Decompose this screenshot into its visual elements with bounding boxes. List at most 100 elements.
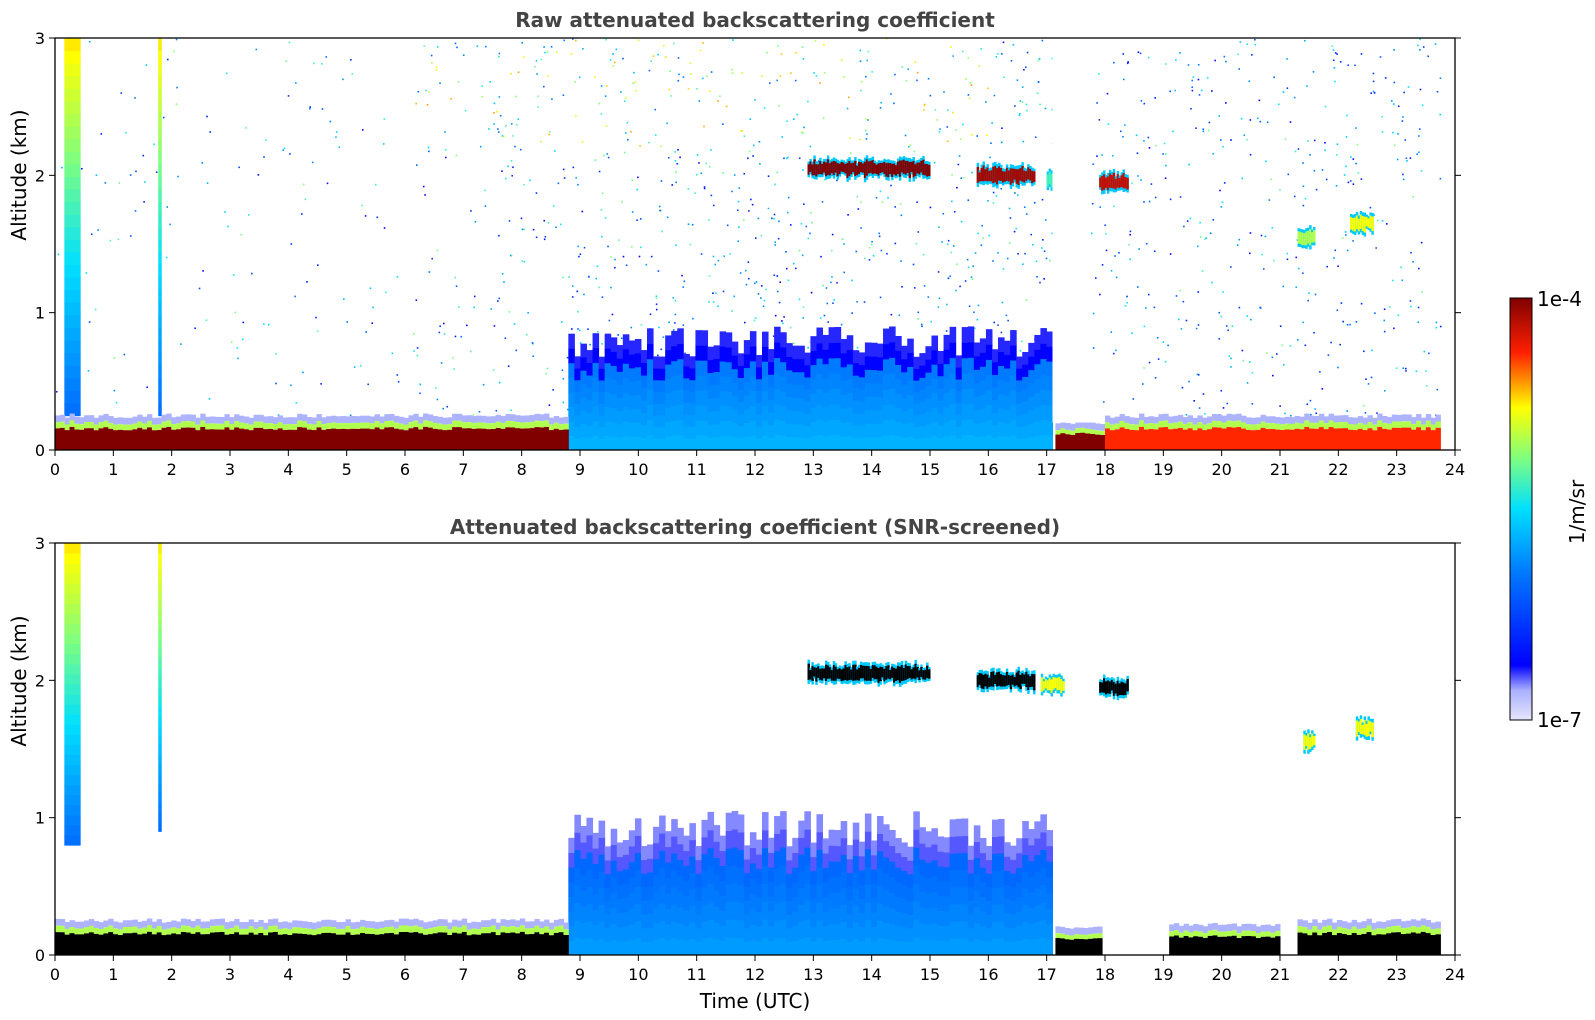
noise-point: [1289, 121, 1292, 123]
x-tick-label: 24: [1445, 965, 1465, 984]
surface-halo: [1080, 420, 1086, 428]
boundary-layer-cell: [870, 854, 878, 870]
noise-point: [1091, 202, 1094, 205]
surface-core: [529, 934, 535, 955]
noise-point: [1336, 309, 1339, 312]
boundary-layer-cell: [762, 829, 769, 849]
noise-point: [1246, 43, 1249, 45]
noise-point: [450, 98, 452, 100]
noise-point: [1192, 76, 1195, 78]
boundary-layer-cell: [889, 829, 896, 847]
noise-point: [664, 56, 667, 58]
boundary-layer-cell: [816, 937, 824, 956]
surface-core: [413, 427, 419, 450]
boundary-layer-cell: [689, 403, 696, 416]
noise-point: [208, 398, 211, 400]
noise-point: [428, 271, 431, 273]
boundary-layer-cell: [586, 903, 594, 922]
surface-edge: [389, 420, 395, 428]
surface-edge: [316, 928, 322, 935]
surface-edge: [268, 423, 274, 429]
noise-point: [703, 187, 706, 190]
noise-point: [712, 255, 715, 258]
surface-halo: [563, 416, 569, 424]
cloud-core: [815, 164, 818, 177]
noise-point: [1169, 253, 1172, 255]
noise-point: [1107, 123, 1110, 126]
boundary-layer-cell: [961, 373, 969, 390]
noise-point: [777, 45, 779, 47]
boundary-layer-cell: [695, 330, 702, 346]
boundary-layer-cell: [622, 911, 630, 927]
boundary-layer-cell: [907, 900, 914, 915]
surface-halo: [1114, 416, 1121, 424]
boundary-layer-cell: [834, 892, 842, 909]
boundary-layer-cell: [925, 877, 932, 894]
cloud-core: [879, 666, 882, 682]
surface-halo: [544, 919, 550, 927]
boundary-layer-cell: [737, 867, 745, 886]
noise-point: [540, 140, 542, 143]
boundary-layer-cell: [973, 355, 981, 370]
boundary-layer-cell: [925, 437, 932, 451]
surface-halo: [316, 414, 322, 421]
surface-core: [1323, 429, 1330, 450]
surface-edge: [108, 422, 114, 429]
boundary-layer-cell: [574, 919, 581, 938]
noise-point: [798, 249, 801, 252]
boundary-layer-cell: [780, 937, 787, 956]
noise-point: [760, 234, 763, 237]
surface-core: [1391, 427, 1398, 450]
surface-edge: [466, 929, 472, 936]
surface-halo: [1202, 417, 1208, 425]
boundary-layer-cell: [604, 406, 612, 422]
surface-edge: [1323, 423, 1330, 430]
surface-halo: [151, 417, 158, 425]
surface-halo: [200, 921, 206, 929]
surface-halo: [1338, 415, 1344, 423]
boundary-layer-cell: [707, 372, 715, 386]
boundary-layer-cell: [774, 403, 781, 420]
noise-point: [552, 389, 555, 391]
surface-edge: [1396, 925, 1402, 933]
noise-point: [951, 174, 953, 176]
boundary-layer-cell: [628, 845, 636, 862]
noise-point: [849, 152, 852, 154]
noise-point: [1099, 206, 1101, 208]
boundary-layer-cell: [731, 937, 739, 956]
boundary-layer-cell: [828, 845, 836, 862]
boundary-layer-cell: [695, 420, 702, 436]
surface-edge: [321, 424, 327, 430]
boundary-layer-cell: [943, 435, 951, 451]
cloud-core: [900, 665, 904, 682]
boundary-layer-cell: [665, 421, 672, 437]
boundary-layer-cell: [671, 921, 678, 939]
surface-edge: [108, 925, 114, 933]
boundary-layer-cell: [828, 434, 836, 451]
cloud-core: [1126, 678, 1129, 692]
noise-point: [1202, 393, 1205, 395]
noise-point: [767, 175, 770, 177]
boundary-layer-cell: [955, 390, 963, 404]
surface-core: [1336, 933, 1343, 955]
boundary-layer-cell: [574, 867, 581, 886]
surface-halo: [306, 921, 313, 929]
noise-point: [1101, 154, 1103, 156]
boundary-layer-cell: [671, 390, 678, 406]
noise-point: [1270, 178, 1272, 181]
surface-halo: [364, 415, 371, 423]
surface-edge: [224, 421, 230, 428]
noise-point: [773, 217, 775, 220]
surface-core: [200, 934, 206, 955]
boundary-layer-cell: [604, 846, 612, 861]
surface-halo: [1405, 920, 1412, 928]
surface-edge: [1055, 933, 1061, 938]
cloud-core: [1058, 676, 1061, 691]
boundary-layer-cell: [604, 927, 612, 942]
noise-point: [1373, 92, 1376, 94]
aerosol-column-cell: [158, 126, 162, 140]
noise-point: [868, 246, 871, 249]
boundary-layer-cell: [604, 887, 612, 902]
noise-point: [1279, 325, 1282, 328]
boundary-layer-cell: [931, 335, 939, 351]
